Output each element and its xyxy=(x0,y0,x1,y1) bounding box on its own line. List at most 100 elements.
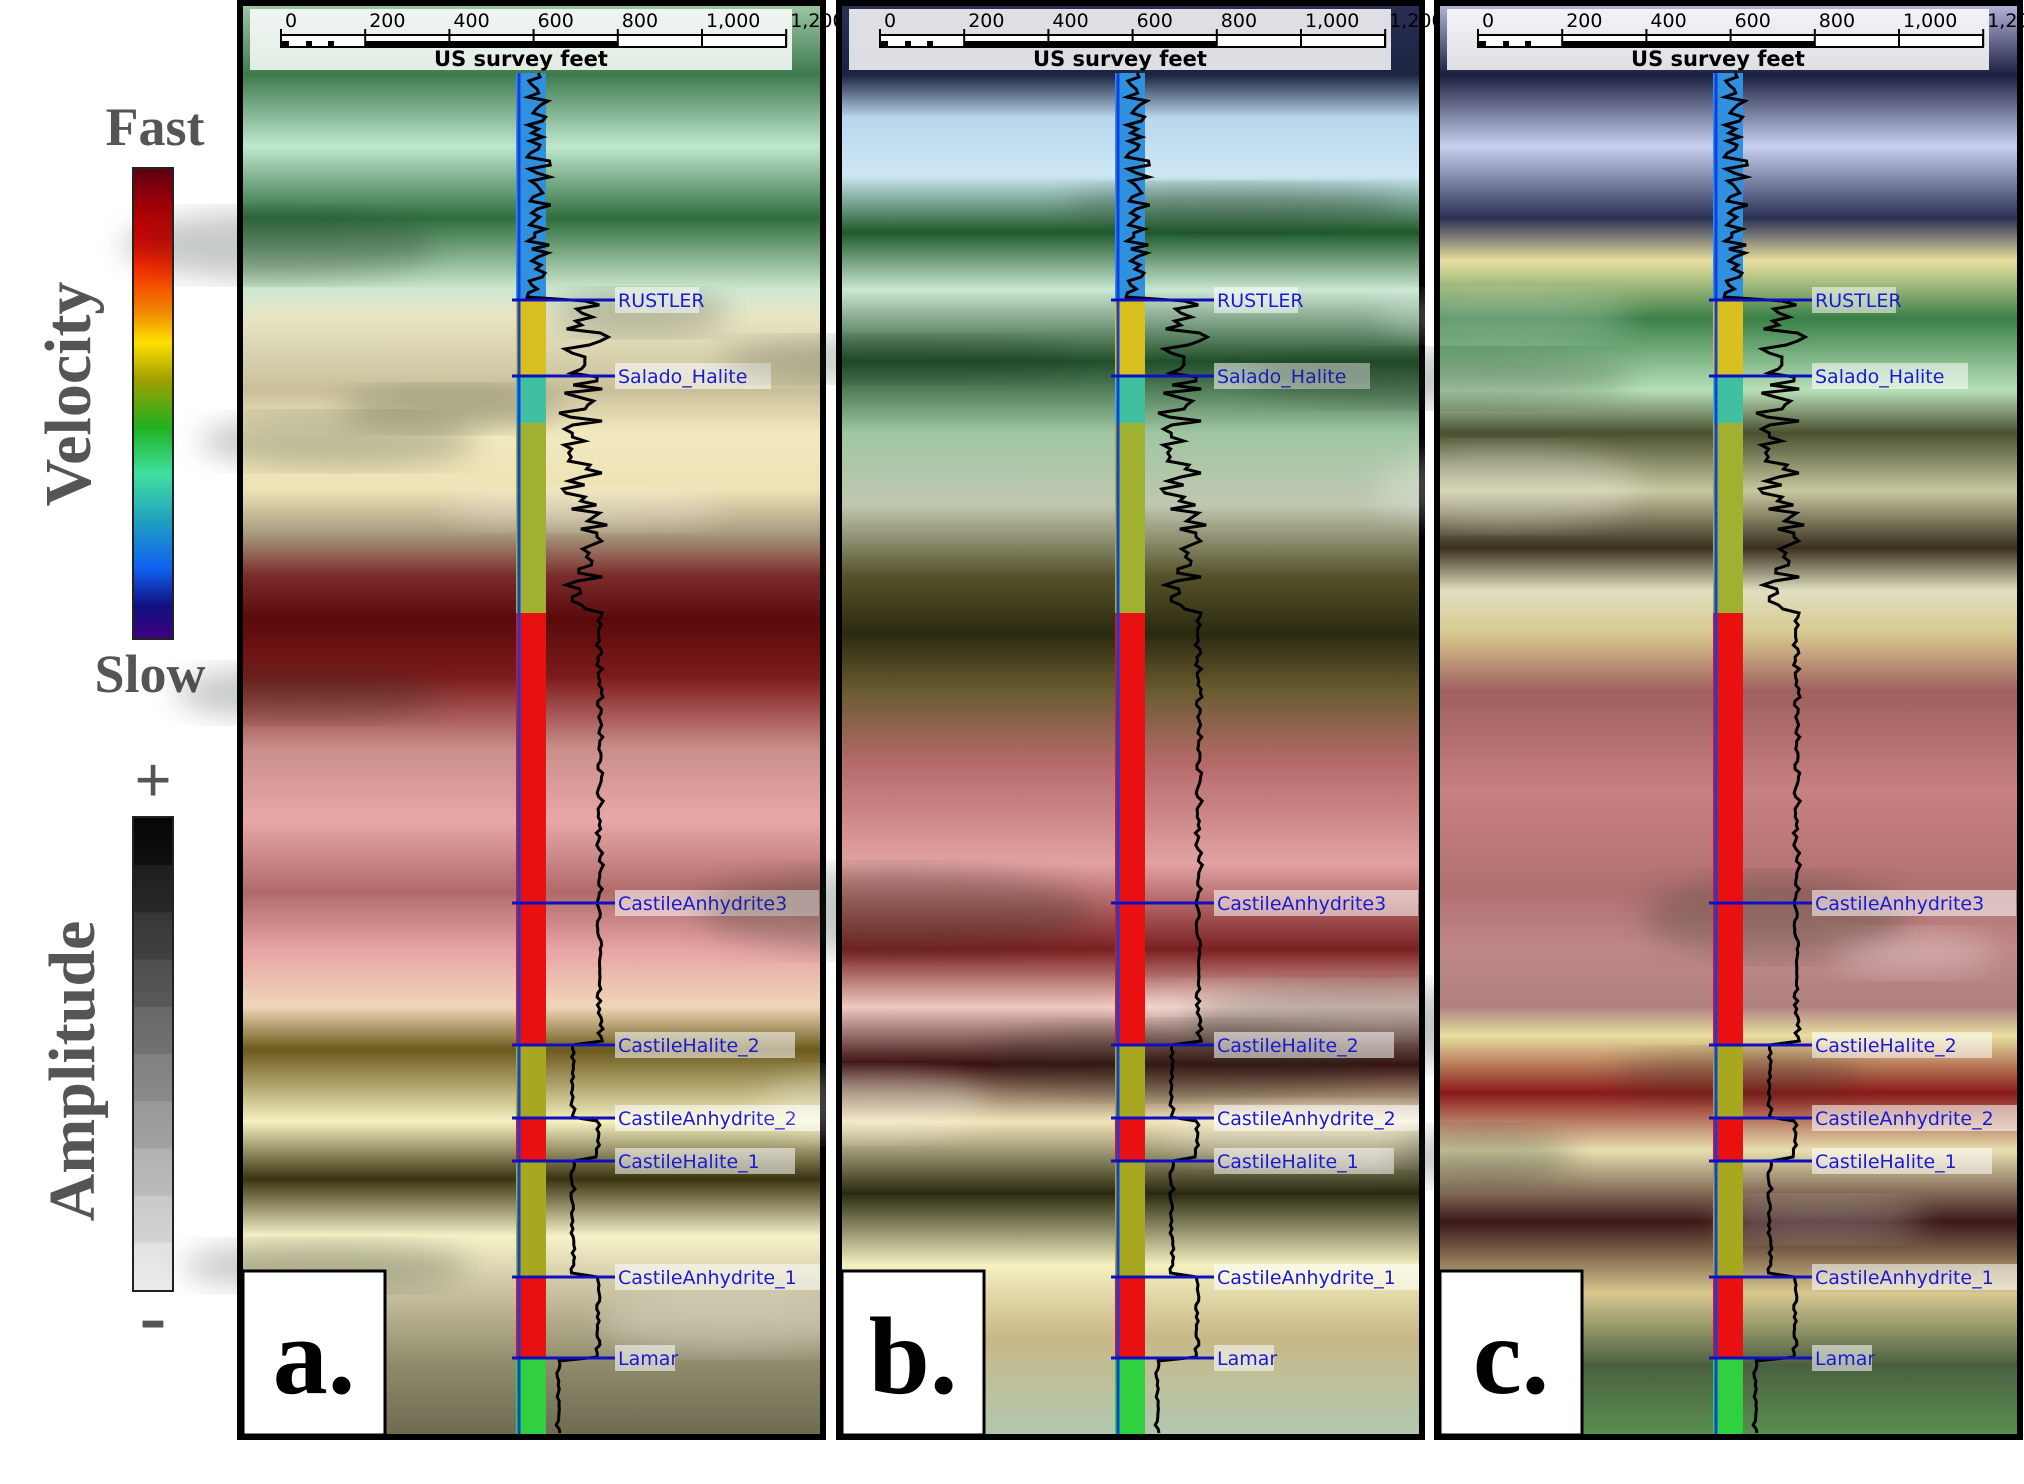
well-log-segment xyxy=(1115,1358,1145,1434)
well-log-segment xyxy=(1713,300,1743,376)
well-log-segment xyxy=(1115,423,1145,613)
amplitude-step xyxy=(134,865,172,913)
horizon-label-bg xyxy=(615,1148,795,1174)
scale-tick-label: 1,200 xyxy=(1389,10,1443,32)
horizon-label: Lamar xyxy=(1815,1348,1875,1370)
seismic-blob xyxy=(1714,1197,1927,1241)
scale-tick-label: 600 xyxy=(1735,10,1771,32)
well-log-segment xyxy=(516,1045,546,1118)
well-log-segment xyxy=(1713,1118,1743,1161)
horizon-label-bg xyxy=(1812,1345,1872,1371)
seismic-blob xyxy=(173,665,440,721)
horizon-label: CastileAnhydrite3 xyxy=(1815,893,1984,915)
horizon-label-bg xyxy=(615,1032,795,1058)
well-log-segment xyxy=(1713,1161,1743,1277)
panel: 0 200 400 600 800 1,000 1,200 US survey feet RUS… xyxy=(122,0,859,1440)
horizon-label-bg xyxy=(1214,1345,1274,1371)
scale-bar-fill xyxy=(328,41,334,47)
well-log-segment xyxy=(1713,376,1743,423)
amplitude-title: Amplitude xyxy=(36,921,109,1222)
scale-tick-label: 200 xyxy=(369,10,405,32)
scale-bar-fill xyxy=(927,41,933,47)
horizon-label-bg xyxy=(615,1345,675,1371)
panel-label: c. xyxy=(1473,1295,1549,1417)
horizon-label-bg xyxy=(1214,890,1418,916)
amplitude-steps xyxy=(134,818,172,1290)
scale-tick-label: 200 xyxy=(1566,10,1602,32)
seismic-blob xyxy=(1377,291,1634,341)
horizon-label-bg xyxy=(1812,1264,2024,1290)
well-log-segment xyxy=(1713,1045,1743,1118)
scale-tick-label: 400 xyxy=(1650,10,1686,32)
fast-label: Fast xyxy=(106,97,205,157)
amplitude-step xyxy=(134,1195,172,1243)
scale-tick-label: 200 xyxy=(968,10,1004,32)
scale-bar-fill xyxy=(533,41,617,47)
horizon-label: CastileAnhydrite_2 xyxy=(618,1108,797,1130)
scale-bar-fill xyxy=(1048,41,1132,47)
horizon-label: CastileHalite_2 xyxy=(1815,1035,1957,1057)
scale-unit: US survey feet xyxy=(1631,47,1805,71)
panel-label: b. xyxy=(869,1295,958,1417)
scale-tick-label: 1,000 xyxy=(1903,10,1957,32)
horizon-label: CastileAnhydrite_1 xyxy=(1217,1267,1396,1289)
well-log-segment xyxy=(516,1118,546,1161)
seismic-blob xyxy=(759,1069,987,1140)
scale-tick-label: 0 xyxy=(884,10,896,32)
well-log-segment xyxy=(1115,1118,1145,1161)
scale-bar-fill xyxy=(449,41,533,47)
horizon-label-bg xyxy=(1812,1032,1992,1058)
well-log-segment xyxy=(516,1161,546,1277)
scale-bar-fill xyxy=(905,41,911,47)
horizon-label: CastileAnhydrite3 xyxy=(1217,893,1386,915)
well-log-segment xyxy=(1713,423,1743,613)
panel-label: a. xyxy=(273,1295,356,1417)
panel-label-box xyxy=(1438,1269,1584,1437)
scale-bar-fill xyxy=(1525,41,1531,47)
velocity-title: Velocity xyxy=(32,282,105,507)
horizon-label: RUSTLER xyxy=(1217,290,1304,312)
well-log-segment xyxy=(1115,1045,1145,1118)
scale-tick-label: 0 xyxy=(285,10,297,32)
seismic-blob xyxy=(697,868,1093,954)
amplitude-step xyxy=(134,959,172,1007)
horizon-label-bg xyxy=(1812,890,2016,916)
panel: 0 200 400 600 800 1,000 1,200 US survey feet RUS… xyxy=(1245,0,2024,1440)
scale-bar-fill xyxy=(880,41,888,47)
horizon-label: Salado_Halite xyxy=(618,366,747,388)
well-log-segment xyxy=(1713,1358,1743,1434)
well-log-segment xyxy=(516,613,546,1045)
well-log-segment xyxy=(516,1277,546,1358)
horizon-label: CastileAnhydrite_1 xyxy=(618,1267,797,1289)
horizon-label: Salado_Halite xyxy=(1815,366,1944,388)
scale-bar-fill xyxy=(365,41,449,47)
amplitude-step xyxy=(134,818,172,866)
horizon-label-bg xyxy=(1214,1148,1394,1174)
scale-bar-fill xyxy=(1730,41,1814,47)
scale-bar-fill xyxy=(1503,41,1509,47)
amplitude-minus: - xyxy=(140,1273,167,1361)
scale-unit: US survey feet xyxy=(1033,47,1207,71)
well-log-segment xyxy=(1713,1277,1743,1358)
panel: 0 200 400 600 800 1,000 1,200 US survey feet RUS… xyxy=(697,0,1514,1440)
amplitude-step xyxy=(134,1101,172,1149)
scale-bar-fill xyxy=(306,41,312,47)
seismic-blob xyxy=(122,211,436,280)
scale-tick-label: 800 xyxy=(1221,10,1257,32)
horizon-label: CastileAnhydrite_2 xyxy=(1815,1108,1994,1130)
scale-tick-label: 600 xyxy=(538,10,574,32)
horizon-label-bg xyxy=(1812,1148,1992,1174)
scale-tick-label: 400 xyxy=(453,10,489,32)
scale-tick-label: 1,000 xyxy=(706,10,760,32)
horizon-label: Lamar xyxy=(618,1348,678,1370)
horizon-label-bg xyxy=(1812,287,1896,313)
horizon-label: CastileHalite_1 xyxy=(1815,1151,1957,1173)
seismic-blob xyxy=(198,414,477,468)
amplitude-step xyxy=(134,1242,172,1290)
well-log-segment xyxy=(1713,613,1743,1045)
horizon-label-bg xyxy=(615,1264,831,1290)
scale-bar-fill xyxy=(1562,41,1646,47)
well-log-segment xyxy=(1115,1277,1145,1358)
horizon-label: CastileHalite_1 xyxy=(618,1151,760,1173)
amplitude-step xyxy=(134,1148,172,1196)
